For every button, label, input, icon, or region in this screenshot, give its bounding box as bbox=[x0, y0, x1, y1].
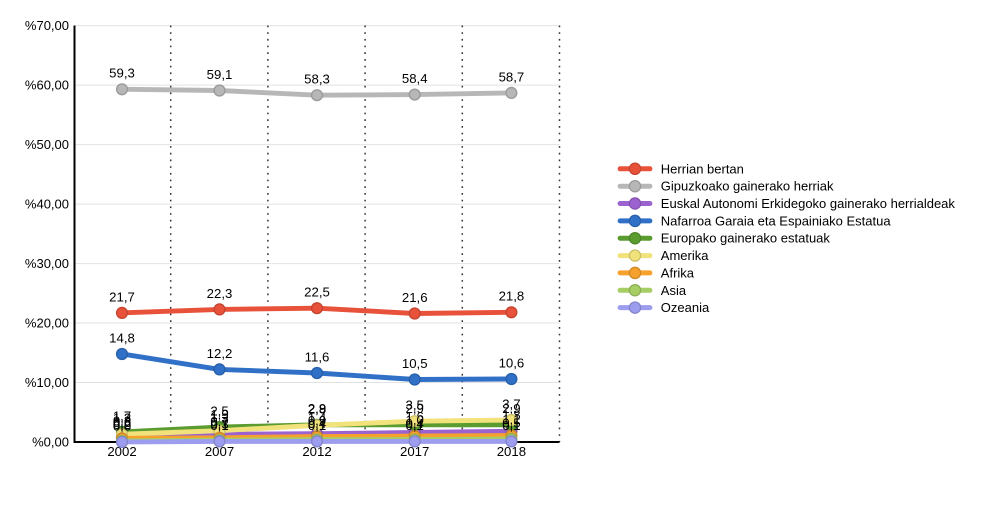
svg-text:10,6: 10,6 bbox=[499, 355, 525, 370]
svg-text:Gipuzkoako gainerako herriak: Gipuzkoako gainerako herriak bbox=[661, 179, 834, 194]
svg-text:1,7: 1,7 bbox=[113, 408, 131, 423]
svg-text:0,9: 0,9 bbox=[308, 413, 326, 428]
svg-text:0,4: 0,4 bbox=[406, 416, 424, 431]
svg-text:14,8: 14,8 bbox=[109, 330, 135, 345]
svg-text:%20,00: %20,00 bbox=[25, 316, 69, 331]
svg-text:1,3: 1,3 bbox=[113, 411, 131, 426]
svg-text:Asia: Asia bbox=[661, 283, 687, 298]
svg-text:2012: 2012 bbox=[302, 444, 331, 459]
svg-text:0,1: 0,1 bbox=[406, 418, 424, 433]
svg-text:58,3: 58,3 bbox=[304, 72, 330, 87]
svg-text:0,5: 0,5 bbox=[502, 415, 520, 430]
svg-text:2018: 2018 bbox=[497, 444, 526, 459]
svg-text:0,1: 0,1 bbox=[210, 418, 228, 433]
svg-text:21,6: 21,6 bbox=[402, 290, 428, 305]
svg-text:0,3: 0,3 bbox=[210, 417, 228, 432]
svg-text:%50,00: %50,00 bbox=[25, 137, 69, 152]
svg-text:11,6: 11,6 bbox=[305, 349, 330, 364]
svg-text:3,7: 3,7 bbox=[502, 396, 520, 411]
svg-text:Euskal Autonomi Erkidegoko gai: Euskal Autonomi Erkidegoko gainerako her… bbox=[661, 196, 956, 211]
svg-text:0,1: 0,1 bbox=[308, 418, 326, 433]
svg-text:22,5: 22,5 bbox=[304, 285, 330, 300]
svg-text:Afrika: Afrika bbox=[661, 265, 695, 280]
svg-text:1,0: 1,0 bbox=[406, 413, 424, 428]
svg-text:Nafarroa Garaia eta Espainiako: Nafarroa Garaia eta Espainiako Estatua bbox=[661, 213, 892, 228]
svg-text:0,1: 0,1 bbox=[502, 418, 520, 433]
svg-text:2007: 2007 bbox=[205, 444, 234, 459]
svg-text:0,2: 0,2 bbox=[113, 417, 131, 432]
svg-text:%0,00: %0,00 bbox=[32, 435, 69, 450]
svg-text:2,9: 2,9 bbox=[406, 401, 424, 416]
svg-text:10,5: 10,5 bbox=[402, 356, 428, 371]
svg-text:Herrian bertan: Herrian bertan bbox=[661, 161, 744, 176]
svg-text:59,1: 59,1 bbox=[207, 67, 233, 82]
svg-text:0,8: 0,8 bbox=[113, 414, 131, 429]
svg-text:2,9: 2,9 bbox=[308, 401, 326, 416]
svg-text:%10,00: %10,00 bbox=[25, 375, 69, 390]
svg-text:2,5: 2,5 bbox=[210, 404, 228, 419]
svg-text:%30,00: %30,00 bbox=[25, 256, 69, 271]
svg-text:12,2: 12,2 bbox=[207, 346, 233, 361]
svg-text:1,1: 1,1 bbox=[502, 412, 520, 427]
svg-text:21,8: 21,8 bbox=[499, 289, 525, 304]
svg-text:Amerika: Amerika bbox=[661, 248, 709, 263]
svg-text:0,4: 0,4 bbox=[308, 416, 326, 431]
svg-text:3,5: 3,5 bbox=[406, 398, 424, 413]
svg-text:1,3: 1,3 bbox=[210, 411, 228, 426]
svg-text:2,8: 2,8 bbox=[308, 402, 326, 417]
svg-text:0,0: 0,0 bbox=[113, 418, 131, 433]
svg-text:%70,00: %70,00 bbox=[25, 18, 69, 33]
svg-text:2,9: 2,9 bbox=[502, 401, 520, 416]
svg-text:59,3: 59,3 bbox=[109, 66, 135, 81]
svg-text:0,6: 0,6 bbox=[113, 415, 131, 430]
svg-text:0,7: 0,7 bbox=[210, 414, 228, 429]
svg-text:2017: 2017 bbox=[400, 444, 429, 459]
svg-text:21,7: 21,7 bbox=[109, 289, 135, 304]
svg-text:58,4: 58,4 bbox=[402, 71, 428, 86]
svg-text:1,9: 1,9 bbox=[210, 407, 228, 422]
svg-text:58,7: 58,7 bbox=[499, 69, 525, 84]
svg-text:Ozeania: Ozeania bbox=[661, 300, 710, 315]
svg-text:22,3: 22,3 bbox=[207, 286, 233, 301]
svg-text:Europako gainerako estatuak: Europako gainerako estatuak bbox=[661, 231, 831, 246]
svg-text:2002: 2002 bbox=[107, 444, 136, 459]
svg-text:%40,00: %40,00 bbox=[25, 197, 69, 212]
svg-text:%60,00: %60,00 bbox=[25, 78, 69, 93]
